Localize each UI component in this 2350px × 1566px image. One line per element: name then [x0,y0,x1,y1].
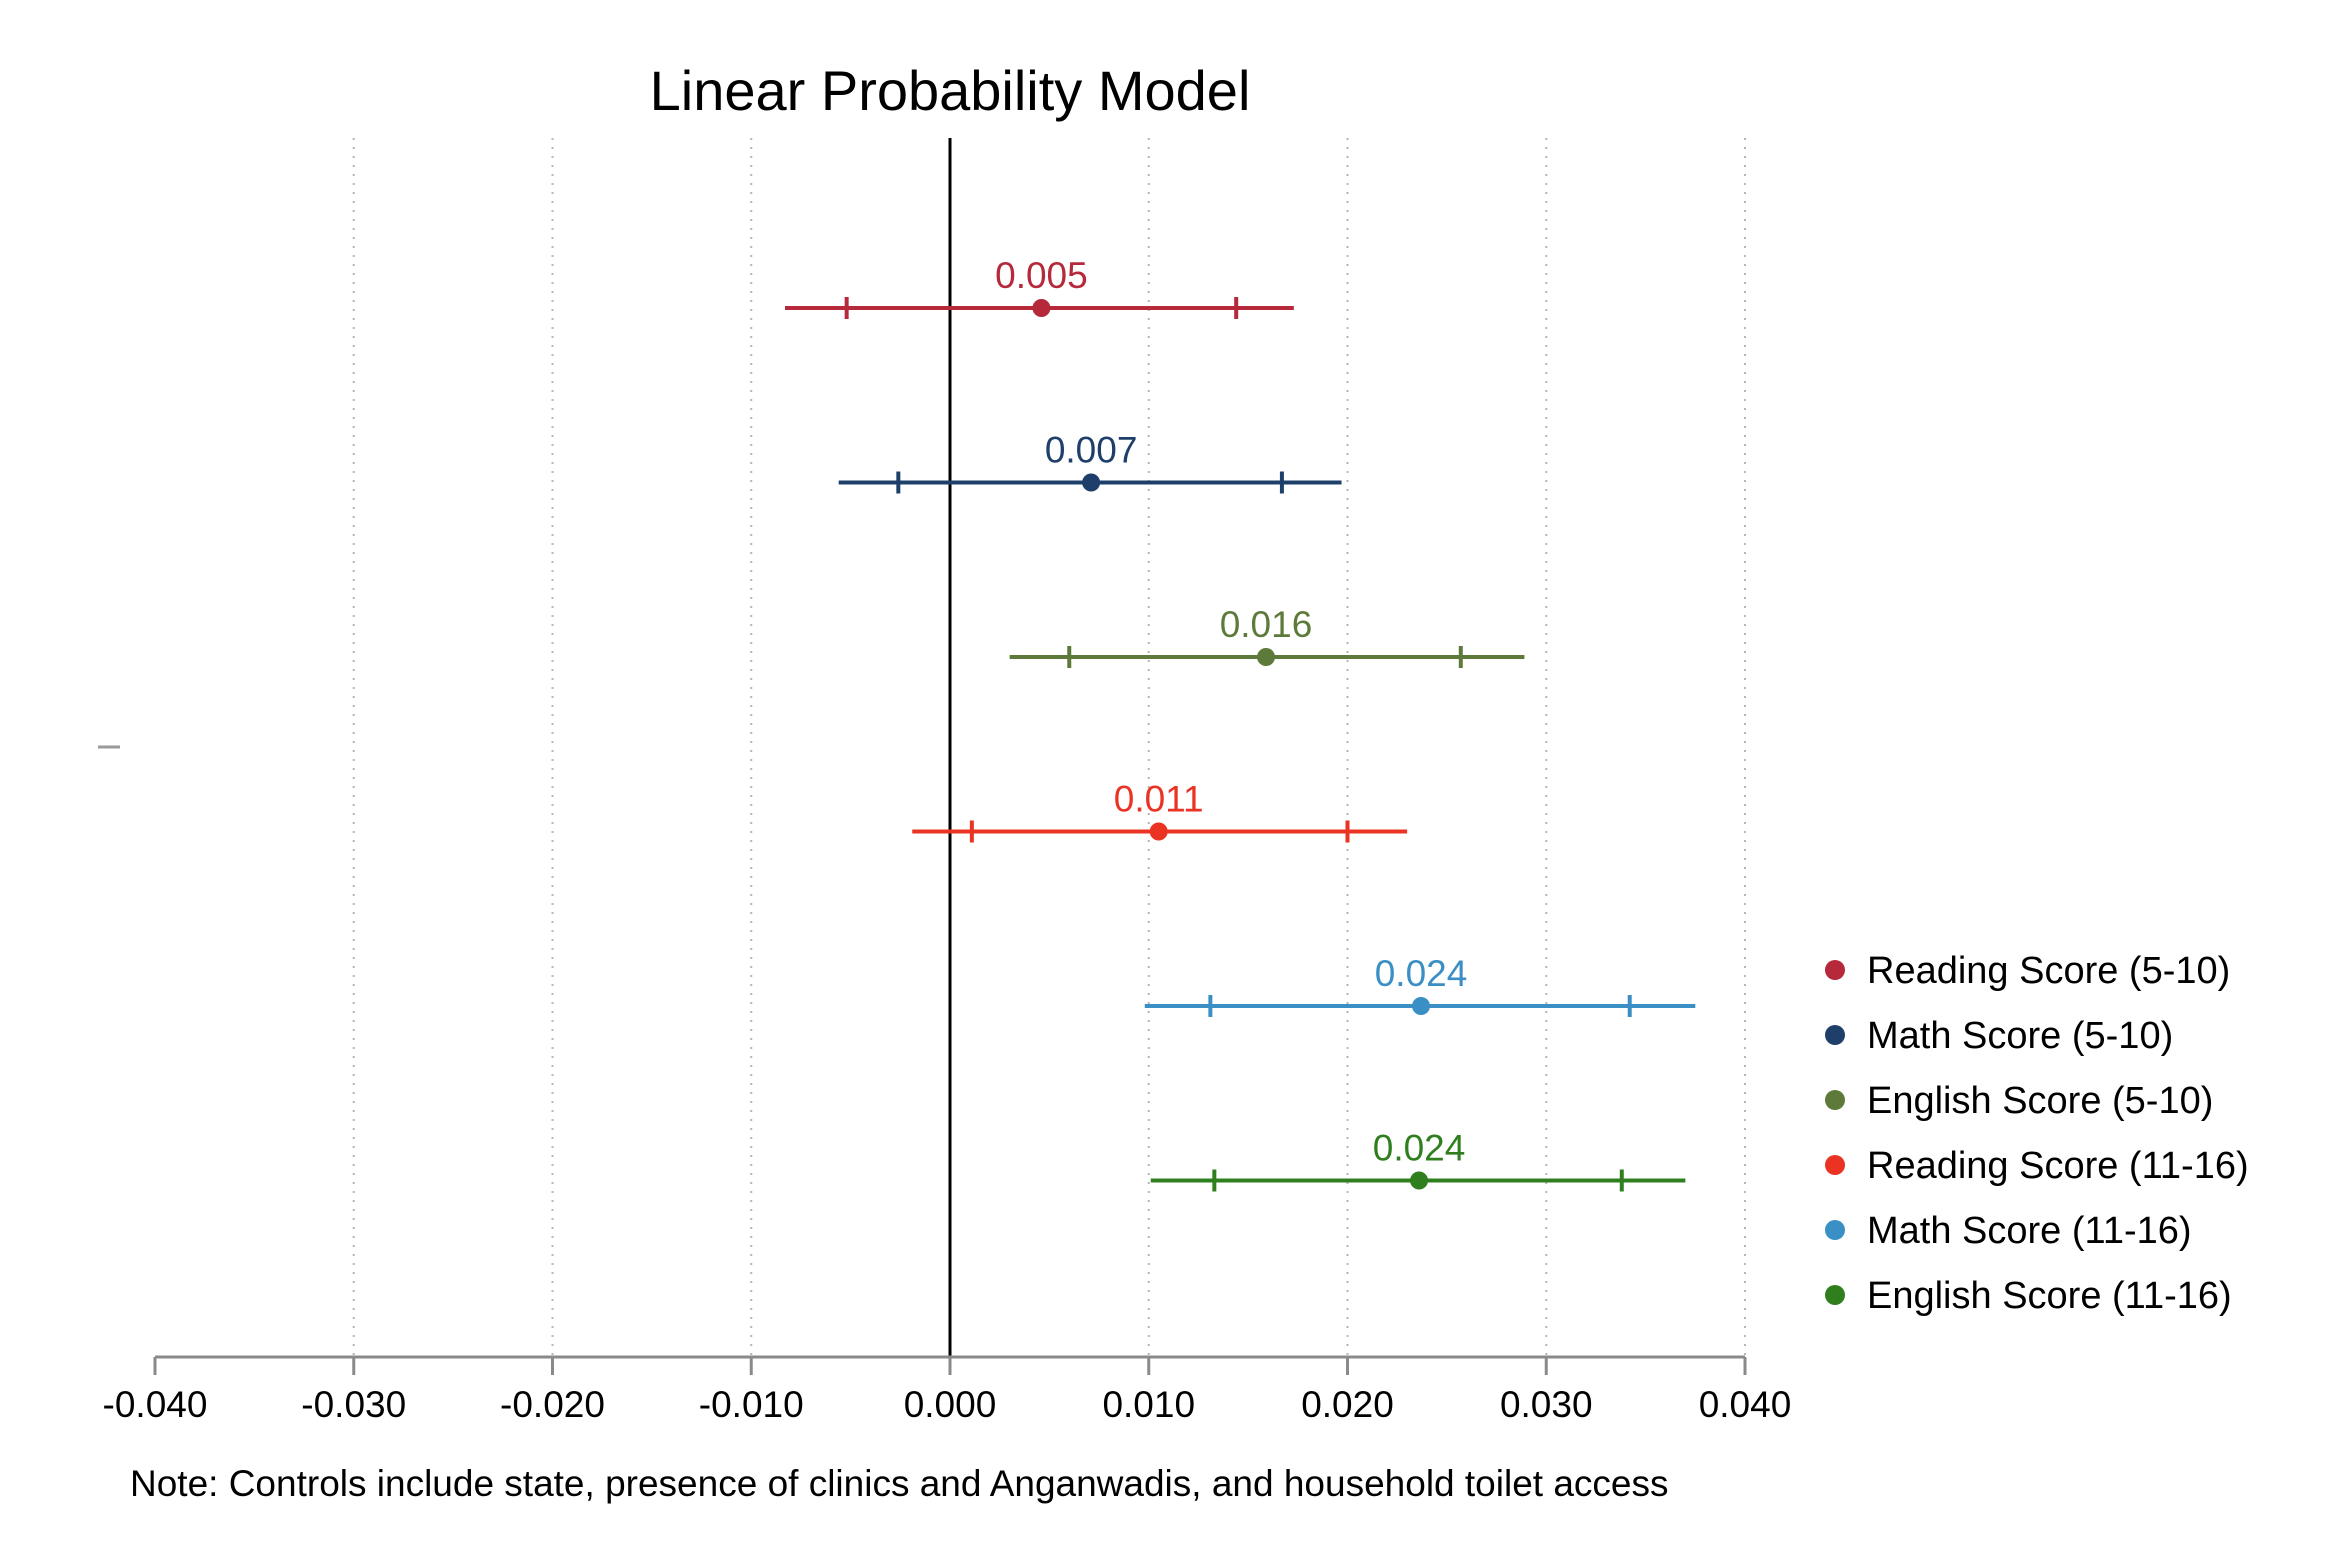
legend-marker [1825,1220,1845,1240]
legend-marker [1825,1025,1845,1045]
legend-item: Reading Score (11-16) [1825,1145,2249,1187]
point-estimate [1149,822,1168,841]
point-estimate [1082,473,1101,492]
data-label: 0.024 [1375,953,1468,994]
point-estimate [1412,997,1431,1015]
series-group: 0.005 0.007 0.016 0.011 0.024 0.024 [785,255,1696,1192]
series-item: 0.016 [1009,604,1525,668]
legend-label: Math Score (11-16) [1867,1210,2192,1252]
legend-marker [1825,1285,1845,1305]
series-item: 0.005 [785,255,1294,319]
series-item: 0.011 [912,779,1408,843]
x-axis: -0.040 -0.030 -0.020 -0.010 0.000 0.010 0.020 0… [103,1355,1792,1425]
legend-item: Math Score (5-10) [1825,1015,2173,1057]
x-tick-label: -0.020 [500,1384,605,1425]
data-label: 0.011 [1114,779,1204,820]
point-estimate [1032,299,1051,317]
legend-label: Reading Score (5-10) [1867,950,2230,992]
series-item: 0.024 [1144,953,1696,1017]
legend-marker [1825,960,1845,980]
data-label: 0.024 [1373,1128,1466,1169]
x-tick-label: -0.040 [103,1384,208,1425]
legend-marker [1825,1090,1845,1110]
x-tick-label: 0.020 [1301,1384,1394,1425]
data-label: 0.016 [1220,604,1313,645]
series-item: 0.007 [838,430,1342,494]
legend-item: English Score (5-10) [1825,1080,2213,1122]
legend: Reading Score (5-10) Math Score (5-10) Eng… [1825,950,2249,1317]
data-label: 0.005 [995,255,1088,296]
data-label: 0.007 [1045,430,1138,471]
point-estimate [1257,648,1276,666]
grid-lines [352,138,1746,1357]
x-tick-label: -0.010 [699,1384,804,1425]
series-item: 0.024 [1150,1128,1686,1192]
x-tick-label: 0.000 [904,1384,997,1425]
legend-label: English Score (11-16) [1867,1275,2232,1317]
legend-item: Reading Score (5-10) [1825,950,2230,992]
x-tick-label: 0.040 [1699,1384,1792,1425]
x-tick-label: 0.030 [1500,1384,1593,1425]
x-tick-label: 0.010 [1102,1384,1195,1425]
legend-label: Reading Score (11-16) [1867,1145,2249,1187]
legend-marker [1825,1155,1845,1175]
point-estimate [1410,1171,1429,1190]
legend-label: Math Score (5-10) [1867,1015,2173,1057]
x-tick-label: -0.030 [301,1384,406,1425]
legend-item: English Score (11-16) [1825,1275,2232,1317]
legend-item: Math Score (11-16) [1825,1210,2192,1252]
chart-title: Linear Probability Model [650,59,1251,122]
chart-note: Note: Controls include state, presence o… [130,1463,1668,1504]
legend-label: English Score (5-10) [1867,1080,2213,1122]
